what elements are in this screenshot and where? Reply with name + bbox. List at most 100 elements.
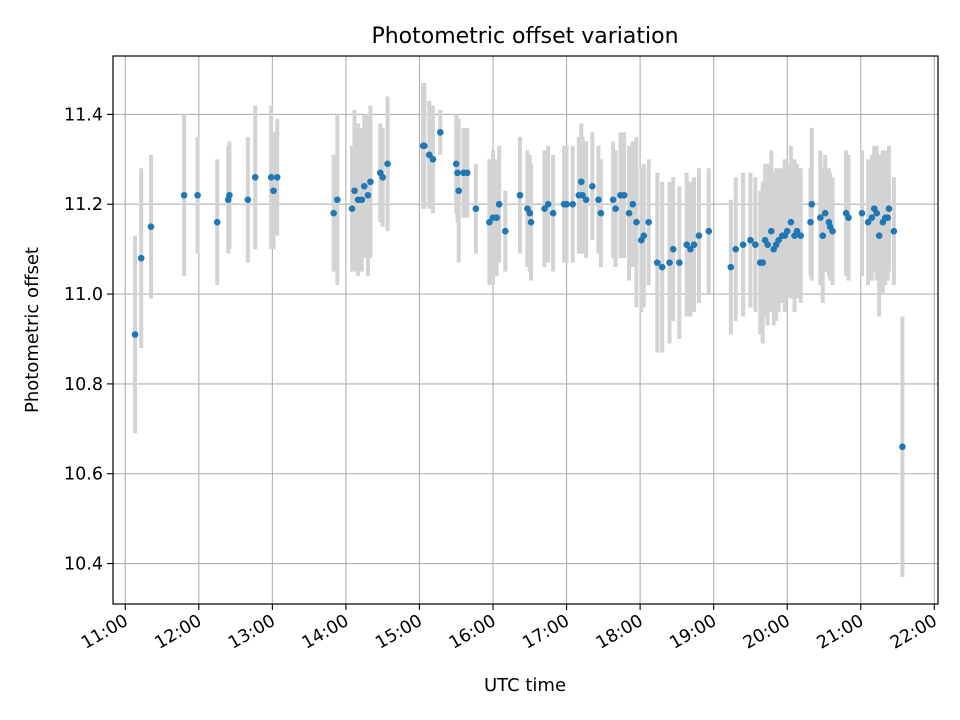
data-point [544,200,552,208]
data-point [213,218,221,226]
data-point [361,182,368,190]
data-point [330,209,337,217]
data-point [695,232,703,239]
data-point [732,245,740,253]
data-point [899,443,906,451]
data-points [131,129,906,451]
y-tick-label: 10.8 [64,375,103,395]
data-point [367,178,374,186]
data-point [589,182,596,190]
data-point [845,214,852,222]
data-point [658,263,666,271]
data-point [421,142,428,150]
data-point [437,129,444,136]
x-axis-label: UTC time [484,675,566,696]
y-tick-label: 10.6 [64,465,103,485]
data-point [463,169,471,177]
data-point [273,173,281,181]
data-point [270,187,277,195]
data-point [739,241,747,248]
data-point [452,160,460,168]
data-point [829,227,836,235]
data-point [244,196,252,204]
data-point [147,223,155,230]
data-point [516,191,524,199]
data-point [549,209,557,217]
data-point [666,259,673,266]
data-point [595,196,602,204]
data-point [493,214,500,222]
data-point [364,191,372,199]
data-point [582,196,590,204]
data-point [180,191,188,199]
data-point [527,218,535,226]
data-point [455,187,462,195]
data-point [640,232,648,239]
data-point [358,196,366,204]
data-point [472,205,480,213]
y-tick-label: 11.2 [64,195,103,215]
data-point [334,196,341,204]
data-point [683,241,690,248]
data-point [868,214,876,222]
data-point [669,245,677,253]
data-point [645,218,652,226]
data-point [226,191,233,199]
data-point [348,205,356,213]
data-point [767,227,775,235]
data-point [384,160,391,168]
data-point [454,169,461,177]
data-point [579,191,586,199]
data-point [775,236,782,244]
data-point [819,232,827,239]
data-point [501,227,509,235]
data-point [821,209,829,217]
data-point [653,259,661,266]
data-point [425,151,433,159]
data-point [620,191,628,199]
data-point [875,232,883,239]
data-point [486,218,493,226]
data-point [629,200,637,208]
data-point [858,209,866,217]
data-point [687,245,694,253]
data-point [793,227,801,235]
data-point [194,191,201,199]
data-point [797,232,805,239]
y-tick-label: 11.0 [64,285,103,305]
data-point [808,200,816,208]
data-point [609,196,617,204]
data-point [351,187,358,195]
chart-title: Photometric offset variation [371,24,678,49]
data-point [137,254,145,262]
data-point [676,259,683,266]
data-point [705,227,713,235]
data-point [577,178,585,186]
data-point [890,227,898,235]
data-point [526,209,534,217]
data-point [251,173,259,181]
data-point [612,205,619,213]
y-axis-label: Photometric offset [22,247,43,413]
data-point [864,218,872,226]
data-point [764,241,771,248]
data-point [747,236,754,244]
data-point [597,209,605,217]
data-point [569,200,576,208]
data-point [807,218,814,226]
data-point [759,259,767,266]
y-axis-ticks: 10.4 10.6 10.8 11.0 11.2 11.4 [64,105,113,575]
data-point [131,331,139,338]
data-point [379,173,386,181]
data-point [783,227,791,235]
data-point [633,218,640,226]
data-point [787,218,795,226]
plot-frame [112,55,939,605]
data-point [817,214,824,222]
y-tick-label: 10.4 [64,555,103,575]
data-point [873,209,881,217]
data-point [495,200,503,208]
data-point [690,241,698,248]
data-point [541,205,548,213]
